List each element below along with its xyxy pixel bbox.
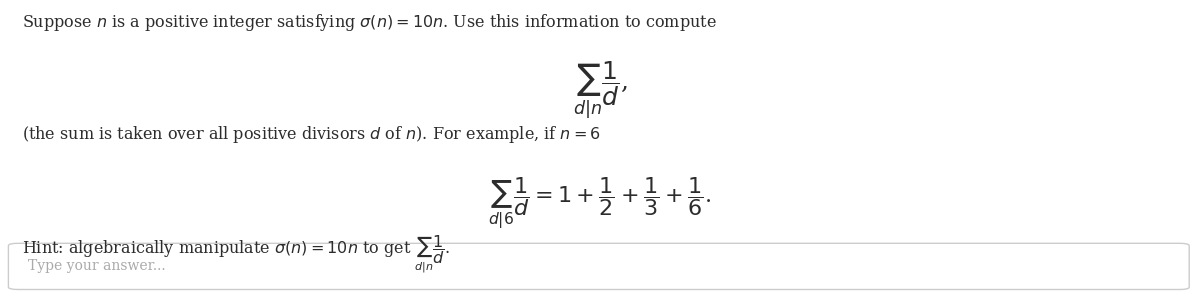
Text: Suppose $n$ is a positive integer satisfying $\sigma(n) = 10n$. Use this informa: Suppose $n$ is a positive integer satisf… bbox=[22, 12, 716, 33]
Text: $\sum_{d|n} \dfrac{1}{d}$,: $\sum_{d|n} \dfrac{1}{d}$, bbox=[572, 59, 628, 120]
Text: Hint: algebraically manipulate $\sigma(n) = 10n$ to get $\sum_{d|n} \dfrac{1}{d}: Hint: algebraically manipulate $\sigma(n… bbox=[22, 234, 450, 275]
Text: Type your answer...: Type your answer... bbox=[28, 259, 166, 274]
FancyBboxPatch shape bbox=[8, 243, 1189, 289]
Text: (the sum is taken over all positive divisors $d$ of $n$). For example, if $n = 6: (the sum is taken over all positive divi… bbox=[22, 124, 600, 145]
Text: $\sum_{d|6} \dfrac{1}{d} = 1 + \dfrac{1}{2} + \dfrac{1}{3} + \dfrac{1}{6}$.: $\sum_{d|6} \dfrac{1}{d} = 1 + \dfrac{1}… bbox=[488, 175, 712, 230]
